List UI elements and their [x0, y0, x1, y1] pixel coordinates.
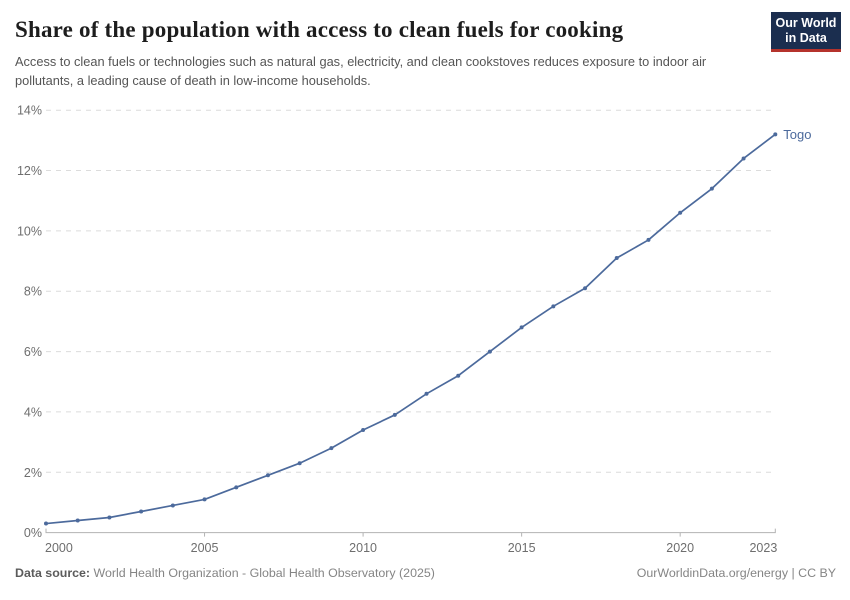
data-point [646, 237, 651, 242]
data-point [107, 515, 112, 520]
y-tick-label: 4% [24, 405, 42, 419]
data-point [551, 304, 556, 309]
credit-link[interactable]: OurWorldinData.org/energy | CC BY [636, 566, 836, 580]
data-point [456, 373, 461, 378]
logo-line-2: in Data [785, 30, 827, 45]
x-axis-line [45, 528, 776, 534]
data-point [519, 325, 524, 330]
data-point [614, 256, 619, 261]
x-tick-label: 2020 [666, 541, 694, 555]
x-tick-label: 2005 [191, 541, 219, 555]
y-tick-label: 0% [24, 526, 42, 540]
y-tick-label: 10% [17, 224, 42, 238]
x-tick-label: 2015 [508, 541, 536, 555]
data-point [361, 428, 366, 433]
data-point [75, 518, 80, 523]
data-point [678, 210, 683, 215]
series-end-label[interactable]: Togo [783, 127, 811, 142]
y-tick-label: 2% [24, 466, 42, 480]
data-source: Data source: World Health Organization -… [15, 566, 435, 580]
data-point [583, 286, 588, 291]
data-source-value: World Health Organization - Global Healt… [90, 566, 435, 580]
x-tick-label: 2000 [45, 541, 73, 555]
data-point [297, 461, 302, 466]
x-tick-label: 2010 [349, 541, 377, 555]
data-point [234, 485, 239, 490]
series-line-togo[interactable] [45, 133, 777, 525]
owid-logo[interactable]: Our World in Data [771, 12, 841, 52]
data-point [709, 186, 714, 191]
x-tick-label: 2023 [749, 541, 777, 555]
data-point [265, 473, 270, 478]
y-tick-label: 6% [24, 345, 42, 359]
logo-line-1: Our World [775, 16, 837, 31]
page-title: Share of the population with access to c… [15, 17, 624, 42]
y-tick-label: 14% [17, 104, 42, 118]
page-subtitle: Access to clean fuels or technologies su… [15, 54, 707, 88]
data-point [170, 503, 175, 508]
data-point [139, 509, 144, 514]
data-point [487, 349, 492, 354]
data-point [329, 446, 334, 451]
data-source-label: Data source: [15, 566, 91, 580]
data-point [44, 521, 48, 526]
y-tick-label: 12% [17, 164, 42, 178]
data-point [392, 412, 397, 417]
y-tick-label: 8% [24, 285, 42, 299]
data-point [741, 156, 746, 161]
data-point [424, 391, 429, 396]
data-point [202, 497, 207, 502]
data-point [773, 132, 778, 137]
